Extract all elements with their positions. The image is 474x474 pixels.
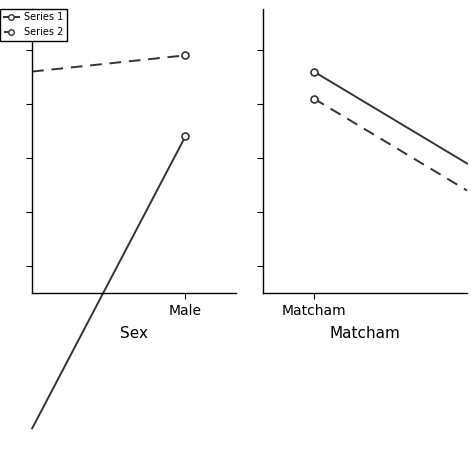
X-axis label: Matcham: Matcham (329, 326, 401, 341)
Legend: Series 1, Series 2: Series 1, Series 2 (0, 9, 67, 41)
X-axis label: Sex: Sex (120, 326, 148, 341)
